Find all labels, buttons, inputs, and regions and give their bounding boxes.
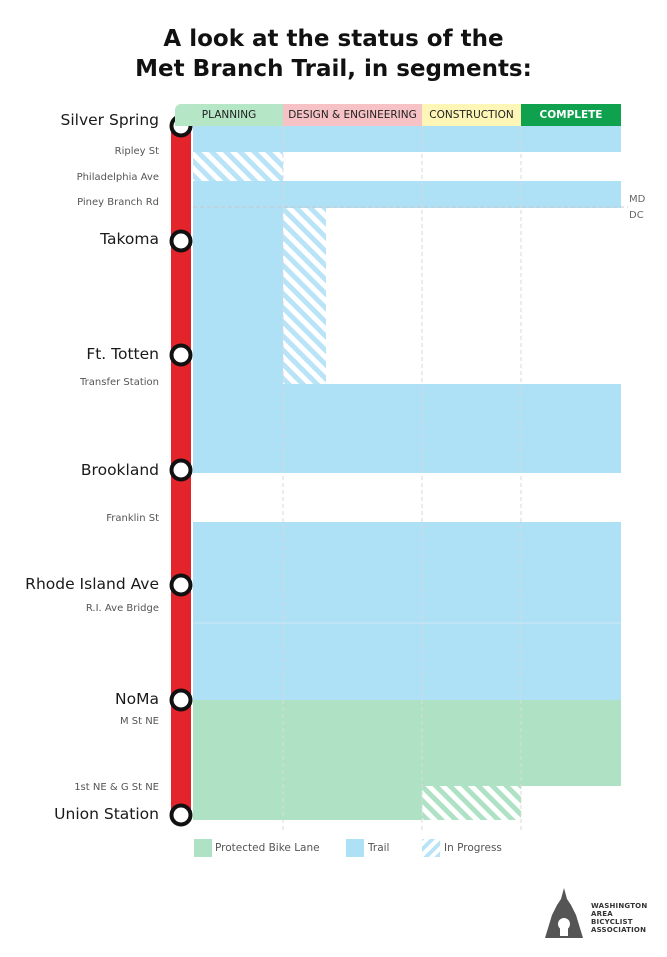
segment-silver-spring-ripley: [193, 126, 621, 152]
station-label: Ft. Totten: [86, 345, 159, 363]
cross-street-label: Philadelphia Ave: [76, 172, 159, 183]
legend-label: In Progress: [444, 842, 502, 854]
legend-label: Trail: [368, 842, 390, 854]
title-line-2: Met Branch Trail, in segments:: [135, 56, 532, 82]
segment-noma-g-st: [193, 700, 621, 786]
phase-design-engineering: DESIGN & ENGINEERING: [283, 104, 422, 126]
segment-piney-branch-transfer-planning: [193, 208, 283, 384]
station-label: Union Station: [54, 805, 159, 823]
cross-street-label: Ripley St: [114, 146, 159, 157]
station-marker: [169, 573, 193, 597]
waba-logo-icon: [545, 888, 583, 938]
title-line-1: A look at the status of the: [163, 26, 504, 52]
phase-planning: PLANNING: [175, 104, 283, 126]
segment-franklin-noma: [193, 522, 621, 700]
segment-g-st-union-station-in-progress: [422, 786, 521, 820]
cross-street-label: Transfer Station: [80, 377, 159, 388]
station-marker: [169, 803, 193, 827]
station-label: NoMa: [115, 690, 159, 708]
cross-street-label: R.I. Ave Bridge: [85, 603, 159, 614]
legend-swatch-in-progress: [422, 839, 440, 857]
segment-piney-branch-transfer-in-progress: [283, 208, 326, 384]
legend-label: Protected Bike Lane: [215, 842, 320, 854]
cross-street-label: Piney Branch Rd: [77, 197, 159, 208]
segment-ripley-philadelphia-in-progress: [193, 152, 283, 181]
station-marker: [169, 688, 193, 712]
cross-street-label: M St NE: [119, 716, 159, 727]
station-label: Silver Spring: [60, 111, 159, 129]
state-label-md: MD: [629, 194, 646, 205]
station-label: Takoma: [100, 230, 159, 248]
phase-complete: COMPLETE: [521, 104, 621, 126]
logo-text: WASHINGTON AREA BICYCLIST ASSOCIATION: [591, 902, 648, 934]
cross-street-label: 1st NE & G St NE: [74, 782, 159, 793]
legend-swatch-protected-bike-lane: [194, 839, 212, 857]
state-label-dc: DC: [629, 210, 644, 221]
phase-construction: CONSTRUCTION: [422, 104, 521, 126]
legend-swatch-trail: [346, 839, 364, 857]
station-label: Rhode Island Ave: [25, 575, 159, 593]
segment-philadelphia-piney-branch: [193, 181, 621, 208]
segment-transfer-brookland: [193, 384, 621, 473]
station-marker: [169, 229, 193, 253]
station-marker: [169, 458, 193, 482]
station-label: Brookland: [80, 461, 159, 479]
station-marker: [169, 343, 193, 367]
cross-street-label: Franklin St: [106, 513, 159, 524]
segment-g-st-union-station: [193, 786, 422, 820]
